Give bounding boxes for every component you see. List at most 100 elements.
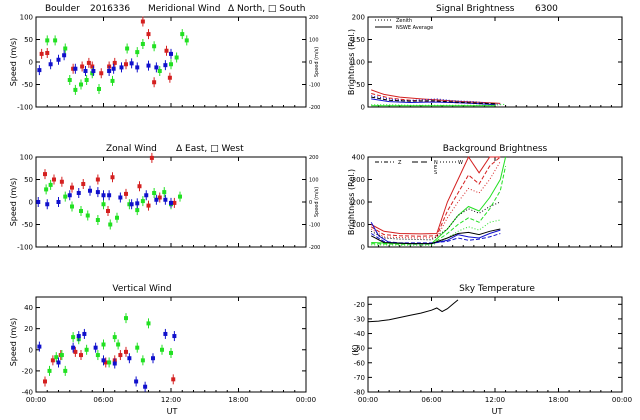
meridional-point-red (80, 64, 85, 69)
meridional-point-blue (73, 66, 78, 71)
vertical-point-blue (172, 334, 177, 339)
vertical-xtick-label: 00:00 (296, 396, 316, 404)
sky-frame (367, 296, 623, 393)
meridional-point-blue (56, 57, 61, 62)
zonal-point-blue (129, 202, 134, 207)
meridional-point-red (167, 75, 172, 80)
zonal-point-green (63, 194, 68, 199)
zonal-point-blue (107, 193, 112, 198)
vertical-point-green (63, 368, 68, 373)
meridional-ytick-label: -50 (22, 81, 33, 89)
meridional-point-red (99, 71, 104, 76)
title-signal-wavelength: 6300 (535, 4, 558, 14)
zonal-point-red (124, 191, 128, 196)
signal-panel: 200 150 100 50 0 (352, 14, 623, 112)
meridional-ytick-right-label: 200 (309, 15, 319, 21)
signal-legend: Zenith NSWE Average (375, 18, 433, 31)
vertical-point-green (54, 355, 59, 360)
meridional-point-blue (169, 51, 173, 56)
vertical-point-green (116, 342, 121, 347)
zonal-point-blue (95, 190, 100, 195)
zonal-point-green (178, 194, 182, 199)
vertical-point-green (140, 358, 145, 363)
vertical-point-blue (127, 356, 132, 361)
vertical-xtick-label: 12:00 (161, 396, 181, 404)
vertical-ylabel: Speed (m/s) (9, 318, 18, 367)
meridional-point-blue (62, 53, 67, 58)
vertical-point-blue (143, 384, 148, 389)
background-series-line (371, 219, 501, 246)
zonal-point-blue (118, 195, 123, 200)
sky-ytick-label: -50 (354, 345, 365, 353)
sky-ylabel: (K) (351, 344, 360, 356)
zonal-point-green (108, 222, 113, 227)
background-ylabel: Brightness (Rel.) (347, 169, 356, 235)
zonal-point-green (79, 209, 83, 213)
vertical-point-red (118, 353, 123, 358)
vertical-xlabel: UT (167, 407, 178, 416)
vertical-point-blue (163, 331, 168, 336)
meridional-point-blue (163, 63, 168, 68)
zonal-point-red (157, 195, 162, 200)
signal-series-line (371, 96, 496, 105)
meridional-point-blue (146, 63, 151, 68)
zonal-point-red (43, 172, 47, 177)
meridional-panel: 100 50 0 -50 -100 200 100 0 -100 -200 (17, 14, 320, 112)
vertical-point-blue (134, 379, 139, 384)
zonal-point-red (52, 177, 56, 182)
zonal-point-green (162, 190, 167, 195)
vertical-point-blue (101, 358, 106, 363)
vertical-ytick-label: -40 (22, 389, 33, 397)
zonal-point-red (59, 179, 64, 184)
legend-e: E (434, 165, 437, 171)
background-ytick-label: 200 (352, 199, 365, 207)
zonal-point-red (172, 200, 177, 205)
meridional-point-green (184, 38, 189, 43)
background-ytick-label: 100 (352, 221, 365, 229)
vertical-point-red (50, 358, 55, 363)
zonal-point-red (95, 177, 100, 182)
background-panel: 400 300 200 100 0 (352, 154, 623, 252)
vertical-point-red (73, 349, 78, 354)
zonal-point-green (101, 202, 106, 207)
meridional-ylabel-right: Speed (m/s) (314, 47, 320, 77)
signal-title: Signal Brightness 6300 (436, 4, 558, 14)
background-series-line (370, 233, 501, 244)
vertical-point-green (107, 360, 112, 365)
vertical-point-green (124, 316, 128, 321)
zonal-point-red (149, 155, 154, 160)
background-ytick-label: 0 (361, 244, 365, 252)
meridional-point-blue (119, 65, 124, 70)
title-station: Boulder (45, 4, 80, 14)
legend-zenith: Zenith (396, 18, 412, 24)
vertical-point-blue (71, 345, 76, 350)
background-series-line (370, 155, 501, 235)
background-series-line (371, 165, 507, 245)
meridional-ytick-label: 100 (20, 14, 33, 22)
meridional-point-red (140, 19, 145, 24)
vertical-point-green (160, 347, 164, 352)
sky-ytick-label: -60 (354, 359, 365, 367)
zonal-ytick-label: -100 (17, 244, 33, 252)
meridional-point-green (180, 32, 185, 37)
meridional-point-blue (111, 66, 116, 71)
meridional-point-red (146, 32, 151, 37)
meridional-point-blue (154, 65, 159, 70)
meridional-point-blue (135, 65, 140, 70)
zonal-ytick-label: 50 (24, 176, 33, 184)
zonal-point-blue (101, 193, 106, 198)
vertical-point-blue (151, 356, 155, 361)
vertical-point-blue (82, 331, 87, 336)
meridional-point-blue (48, 62, 53, 67)
signal-ytick-label: 150 (352, 36, 365, 44)
zonal-ytick-right-label: 200 (309, 155, 319, 161)
vertical-point-blue (56, 360, 61, 365)
meridional-point-blue (83, 69, 88, 73)
zonal-point-green (152, 191, 157, 195)
zonal-point-red (146, 203, 151, 208)
zonal-point-blue (144, 193, 149, 198)
vertical-xtick-label: 00:00 (26, 396, 46, 404)
zonal-point-blue (163, 197, 168, 202)
sky-xtick-label: 06:00 (421, 396, 441, 404)
